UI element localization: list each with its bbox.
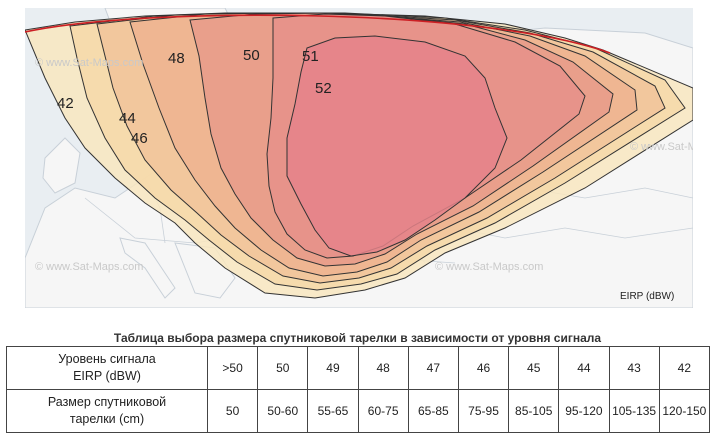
table-cell: 55-65 bbox=[307, 389, 359, 433]
footprint-arc bbox=[25, 14, 611, 54]
table-caption: Таблица выбора размера спутниковой тарел… bbox=[113, 331, 602, 345]
table-row-dish-size: Размер спутниковой тарелки (cm) 50 50-60… bbox=[6, 389, 711, 433]
table-cell: 48 bbox=[357, 346, 409, 390]
watermark-text: © www.Sat-Maps.com bbox=[35, 57, 143, 69]
table-cell: 47 bbox=[407, 346, 459, 390]
contour-label-42: 42 bbox=[57, 95, 74, 112]
contour-labels: 42 44 46 48 50 51 52 bbox=[57, 47, 332, 147]
dish-size-table: Уровень сигнала EIRP (dBW) >50 50 49 48 … bbox=[6, 346, 711, 433]
table-cell: 120-150 bbox=[658, 389, 711, 433]
table-cell: 50-60 bbox=[257, 389, 309, 433]
table-cell: 50 bbox=[206, 389, 259, 433]
eirp-band-52 bbox=[286, 35, 508, 257]
row-header-line: Размер спутниковой bbox=[47, 395, 167, 409]
table-cell: 85-105 bbox=[508, 389, 560, 433]
eirp-footprint bbox=[25, 12, 693, 299]
contour-label-44: 44 bbox=[119, 110, 136, 127]
table-cell: 45 bbox=[508, 346, 560, 390]
table-cell: 65-85 bbox=[407, 389, 459, 433]
table-cell: 95-120 bbox=[558, 389, 610, 433]
contour-label-51: 51 bbox=[302, 48, 319, 65]
table-cell: 75-95 bbox=[457, 389, 510, 433]
eirp-unit-label: EIRP (dBW) bbox=[620, 291, 674, 302]
row-header-line: тарелки (cm) bbox=[69, 412, 145, 426]
table-cell: 105-135 bbox=[608, 389, 660, 433]
table-cell: 42 bbox=[658, 346, 711, 390]
table-row-eirp: Уровень сигнала EIRP (dBW) >50 50 49 48 … bbox=[6, 346, 711, 390]
contour-label-52: 52 bbox=[315, 80, 332, 97]
watermark-text: © www.Sat-Maps.com bbox=[35, 261, 143, 273]
watermark-text: © www.Sat-Maps.com bbox=[435, 261, 543, 273]
table-cell: 49 bbox=[307, 346, 359, 390]
land-italy bbox=[119, 237, 176, 299]
satellite-footprint-map: © www.Sat-Maps.com © www.Sat-Maps.com © … bbox=[25, 8, 693, 308]
row-header-line: Уровень сигнала bbox=[58, 352, 156, 366]
table-cell: 44 bbox=[558, 346, 610, 390]
row-header-dish-size: Размер спутниковой тарелки (cm) bbox=[6, 389, 208, 433]
contour-label-46: 46 bbox=[131, 130, 148, 147]
row-header-line: EIRP (dBW) bbox=[73, 369, 141, 383]
contour-label-50: 50 bbox=[243, 47, 260, 64]
table-cell: >50 bbox=[206, 346, 259, 390]
watermark-text: © www.Sat-Maps.com bbox=[630, 141, 693, 153]
table-cell: 46 bbox=[457, 346, 510, 390]
contour-label-48: 48 bbox=[168, 50, 185, 67]
table-cell: 60-75 bbox=[357, 389, 409, 433]
table-cell: 43 bbox=[608, 346, 660, 390]
row-header-eirp: Уровень сигнала EIRP (dBW) bbox=[6, 346, 208, 390]
table-cell: 50 bbox=[257, 346, 309, 390]
land-uk bbox=[42, 137, 81, 194]
